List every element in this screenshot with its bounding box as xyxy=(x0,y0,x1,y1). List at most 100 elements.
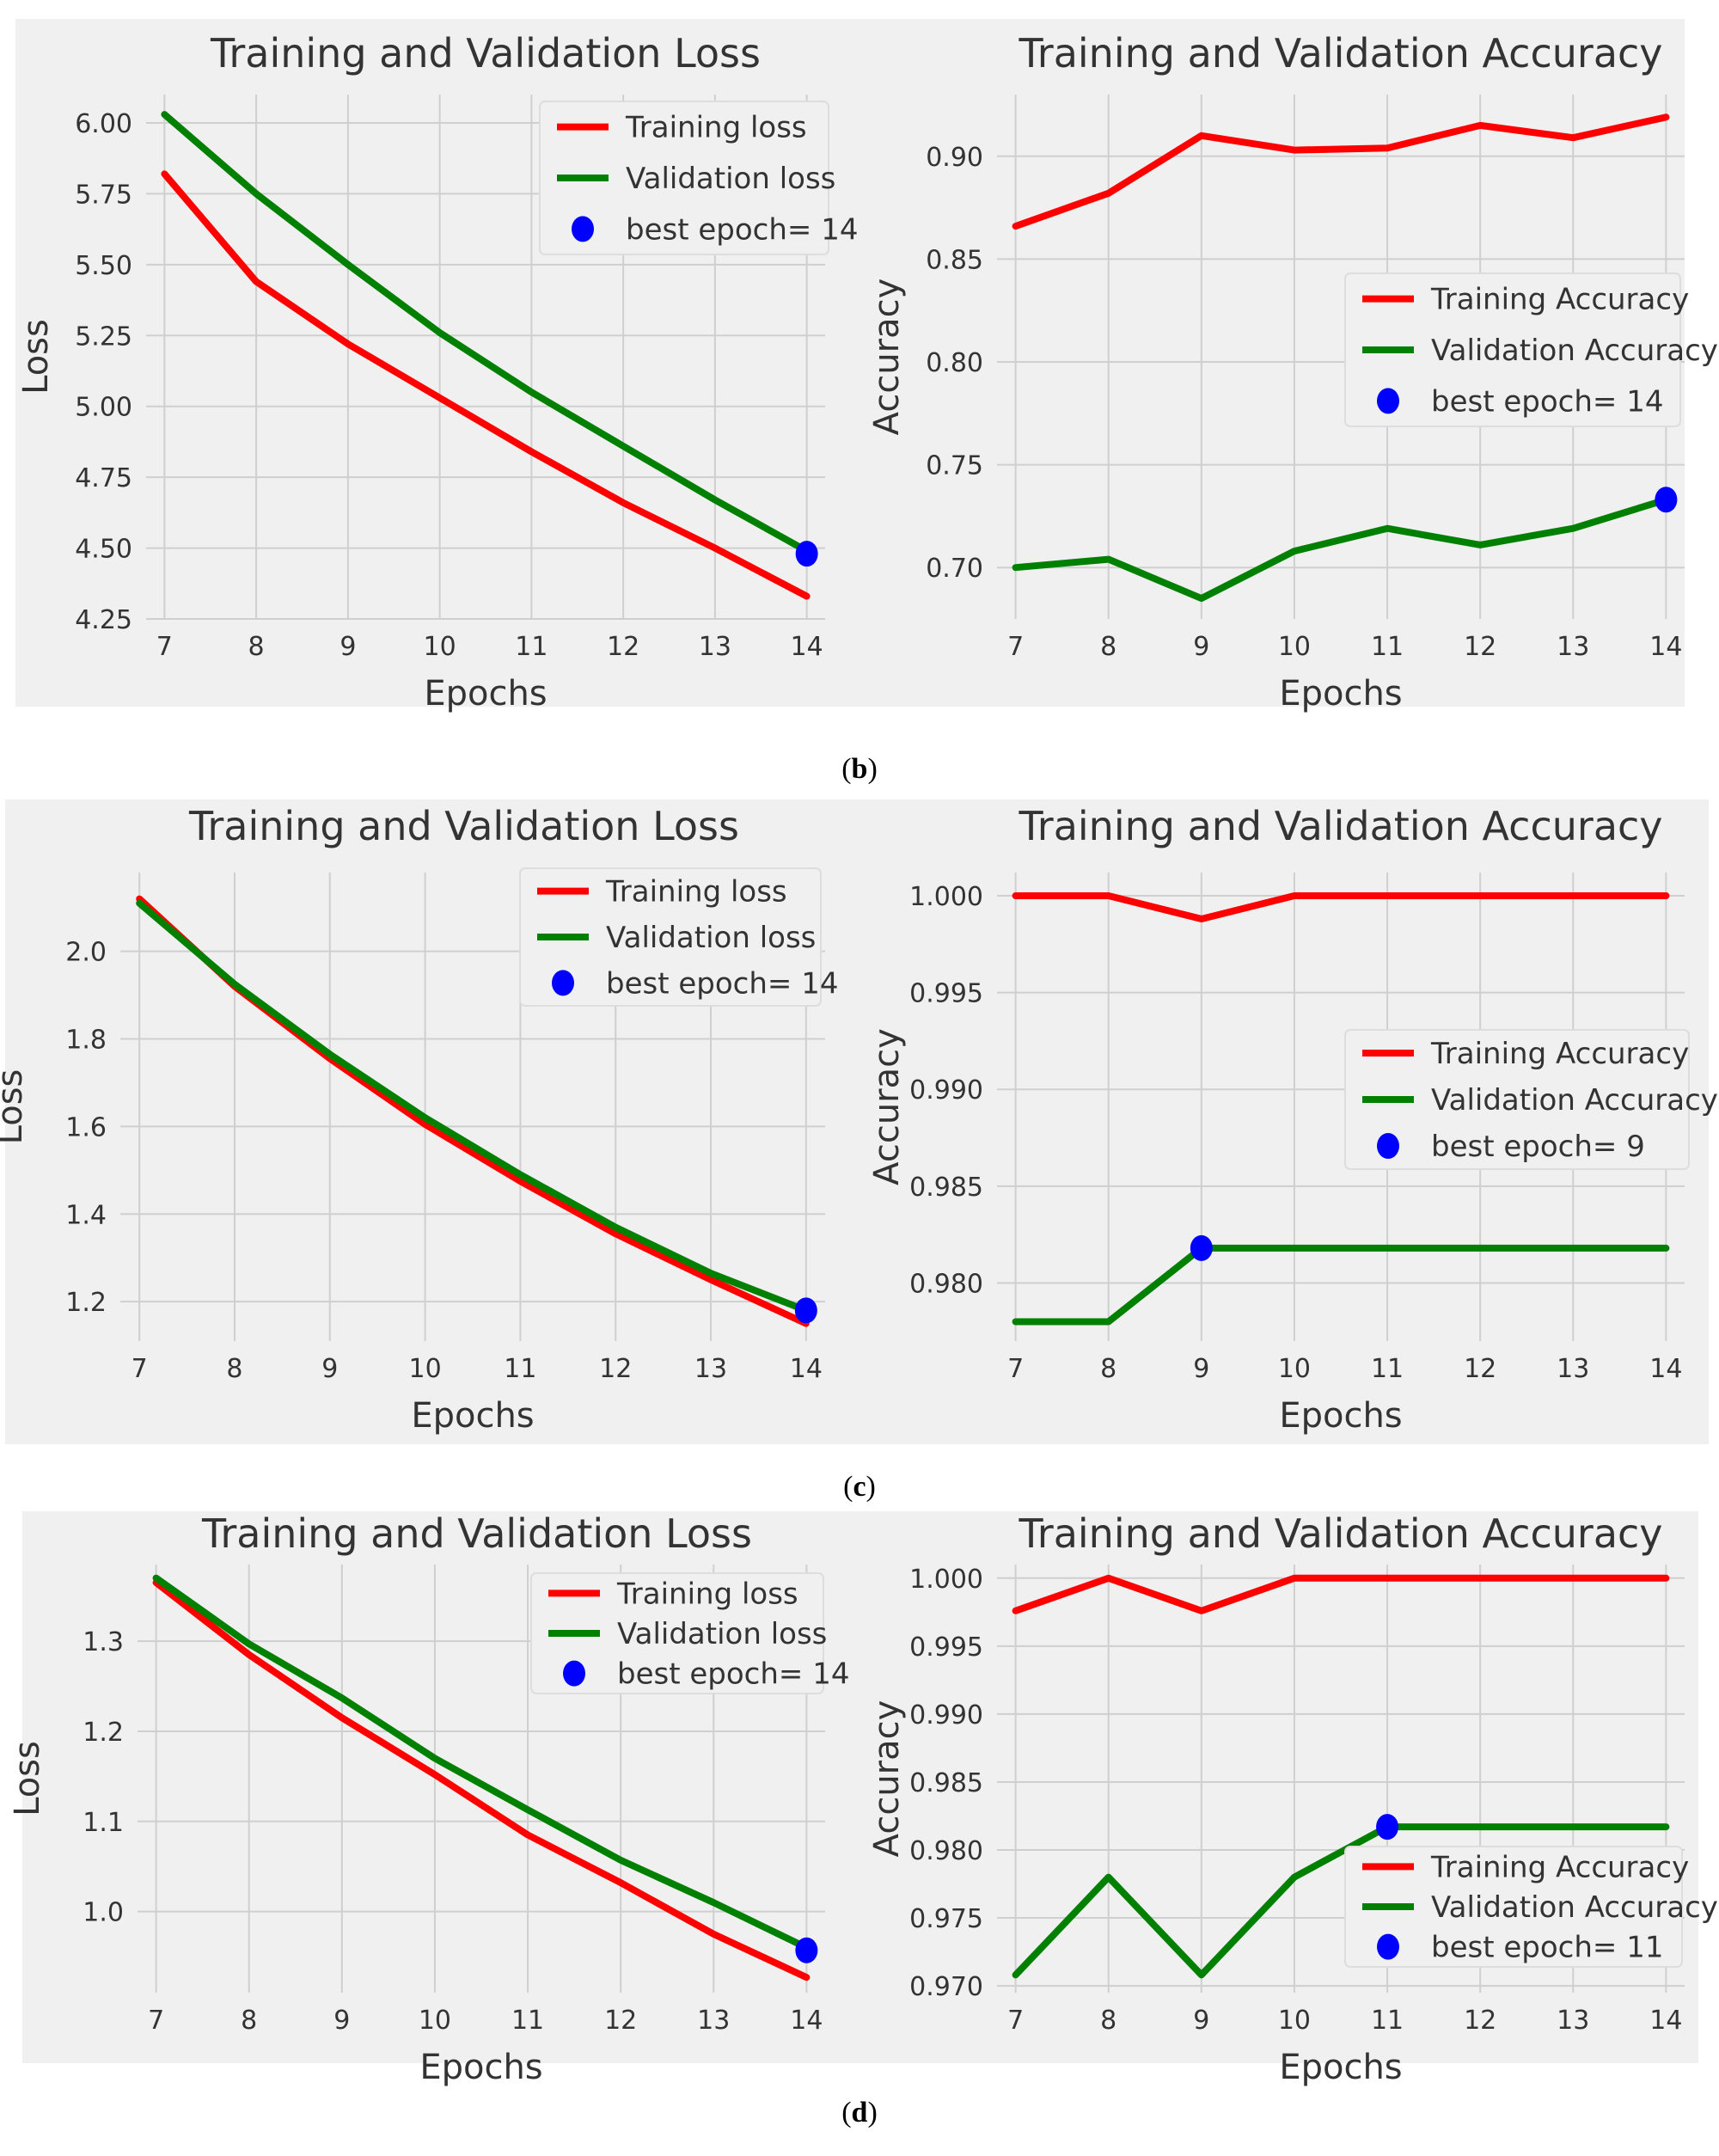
series-line-training-loss xyxy=(152,1579,811,1981)
x-tick-label: 10 xyxy=(1278,1354,1311,1384)
best-epoch-marker xyxy=(795,541,818,567)
best-epoch-marker xyxy=(1190,1234,1213,1261)
y-tick-label: 1.1 xyxy=(83,1808,124,1838)
x-tick-label: 14 xyxy=(1649,2006,1682,2036)
x-tick-label: 13 xyxy=(1557,2006,1589,2036)
series-line-validation-loss xyxy=(152,1574,811,1951)
series-line-training-accuracy xyxy=(1012,892,1670,922)
x-tick-label: 11 xyxy=(1371,1354,1404,1384)
caption-close: ) xyxy=(866,1471,876,1503)
x-axis-label: Epochs xyxy=(1279,674,1402,714)
y-tick-label: 1.000 xyxy=(909,1565,983,1595)
legend-label: best epoch= 14 xyxy=(617,1657,849,1692)
x-axis-label: Epochs xyxy=(1279,1396,1402,1436)
x-tick-label: 13 xyxy=(697,2006,730,2036)
x-tick-label: 11 xyxy=(515,632,548,662)
caption-letter: b xyxy=(852,753,868,785)
x-tick-label: 8 xyxy=(241,2006,257,2036)
y-tick-label: 5.50 xyxy=(75,251,132,281)
x-axis-label: Epochs xyxy=(411,1396,534,1436)
legend-best-marker xyxy=(552,970,574,996)
x-tick-label: 10 xyxy=(424,632,456,662)
y-tick-label: 0.985 xyxy=(909,1173,983,1203)
legend-label: Validation Accuracy xyxy=(1431,1890,1718,1925)
panel-b-accuracy-chart: 7 8 9 10 11 12 13 14 0.70 0.75 0.80 0.85 0.90 Trainin… xyxy=(867,30,1718,714)
series-line-training-loss xyxy=(161,170,811,600)
y-axis-label: Loss xyxy=(0,1069,30,1145)
caption-letter: c xyxy=(853,1471,866,1503)
x-tick-label: 11 xyxy=(504,1354,536,1384)
legend-label: Training loss xyxy=(625,111,807,145)
y-tick-label: 0.985 xyxy=(909,1768,983,1798)
x-tick-label: 8 xyxy=(226,1354,242,1384)
y-tick-label: 5.75 xyxy=(75,180,132,210)
caption-close: ) xyxy=(867,753,877,785)
x-tick-label: 14 xyxy=(790,2006,823,2036)
y-tick-label: 0.975 xyxy=(909,1904,983,1934)
y-axis-label: Accuracy xyxy=(867,279,907,436)
legend-label: Training Accuracy xyxy=(1430,1850,1689,1884)
x-axis-label: Epochs xyxy=(424,674,547,714)
x-tick-label: 7 xyxy=(148,2006,164,2036)
series-line-training-accuracy xyxy=(1012,1574,1670,1614)
y-tick-label: 0.990 xyxy=(909,1075,983,1106)
legend-label: best epoch= 11 xyxy=(1431,1931,1663,1965)
y-tick-label: 2.0 xyxy=(65,938,107,968)
panel-caption: (c) xyxy=(843,1471,876,1503)
y-axis-label: Accuracy xyxy=(867,1700,907,1858)
panel-caption: (d) xyxy=(841,2097,878,2128)
x-tick-label: 11 xyxy=(1371,2006,1404,2036)
caption-letter: d xyxy=(852,2097,868,2128)
legend-label: best epoch= 9 xyxy=(1431,1130,1645,1164)
y-tick-label: 0.70 xyxy=(926,554,983,584)
y-tick-label: 1.8 xyxy=(65,1026,107,1056)
caption-open: ( xyxy=(841,2097,851,2128)
legend-label: Validation Accuracy xyxy=(1431,1083,1718,1118)
panel-b-loss-chart: 7 8 9 10 11 12 13 14 4.25 4.50 4.75 5.00 5.25 5.50 5.7… xyxy=(16,30,858,714)
x-tick-label: 11 xyxy=(511,2006,544,2036)
legend-label: Training Accuracy xyxy=(1430,1037,1689,1071)
legend-box xyxy=(1344,1029,1690,1170)
legend-best-marker xyxy=(563,1660,585,1687)
series-line-validation-accuracy xyxy=(1012,1244,1670,1326)
chart-title: Training and Validation Loss xyxy=(188,803,739,849)
y-tick-label: 1.3 xyxy=(83,1627,124,1657)
y-tick-label: 1.4 xyxy=(65,1200,107,1230)
x-tick-label: 9 xyxy=(340,632,356,662)
x-tick-label: 9 xyxy=(333,2006,350,2036)
legend-label: Training Accuracy xyxy=(1430,283,1689,317)
panel-c-loss-chart: 7 8 9 10 11 12 13 14 1.2 1.4 1.6 1.8 2.0 Training and… xyxy=(0,803,838,1436)
chart-title: Training and Validation Loss xyxy=(201,1510,752,1557)
legend: Training loss Validation loss best epoch= … xyxy=(539,101,858,255)
y-tick-label: 1.2 xyxy=(83,1718,124,1748)
best-epoch-marker xyxy=(795,1937,818,1963)
caption-close: ) xyxy=(867,2097,877,2128)
x-axis-label: Epochs xyxy=(1279,2048,1402,2087)
legend-label: best epoch= 14 xyxy=(626,212,858,247)
y-tick-label: 1.000 xyxy=(909,882,983,912)
x-tick-label: 8 xyxy=(1100,2006,1116,2036)
legend-label: best epoch= 14 xyxy=(1431,384,1663,419)
x-tick-label: 12 xyxy=(1464,632,1496,662)
y-tick-label: 0.980 xyxy=(909,1836,983,1866)
y-axis-label: Accuracy xyxy=(867,1028,907,1185)
caption-open: ( xyxy=(841,753,851,785)
x-tick-label: 8 xyxy=(1100,632,1116,662)
x-tick-label: 7 xyxy=(1007,1354,1024,1384)
y-tick-label: 1.2 xyxy=(65,1288,107,1318)
series-line-validation-accuracy xyxy=(1012,496,1670,603)
x-tick-label: 10 xyxy=(1278,2006,1311,2036)
legend-best-marker xyxy=(1377,388,1399,414)
legend-box xyxy=(1344,273,1681,427)
chart-title: Training and Validation Accuracy xyxy=(1018,30,1662,77)
x-tick-label: 10 xyxy=(1278,632,1311,662)
panel-d-accuracy-chart: 7 8 9 10 11 12 13 14 0.970 0.975 0.980 0.985 0.990 0.… xyxy=(867,1510,1718,2087)
legend: Training loss Validation loss best epoch= … xyxy=(530,1572,849,1694)
x-tick-label: 14 xyxy=(1649,632,1682,662)
y-tick-label: 6.00 xyxy=(75,109,132,139)
y-tick-label: 5.25 xyxy=(75,322,132,352)
x-axis-label: Epochs xyxy=(419,2048,542,2087)
series-line-training-accuracy xyxy=(1012,113,1670,230)
y-axis-label: Loss xyxy=(16,319,56,395)
legend-best-marker xyxy=(1377,1933,1399,1960)
